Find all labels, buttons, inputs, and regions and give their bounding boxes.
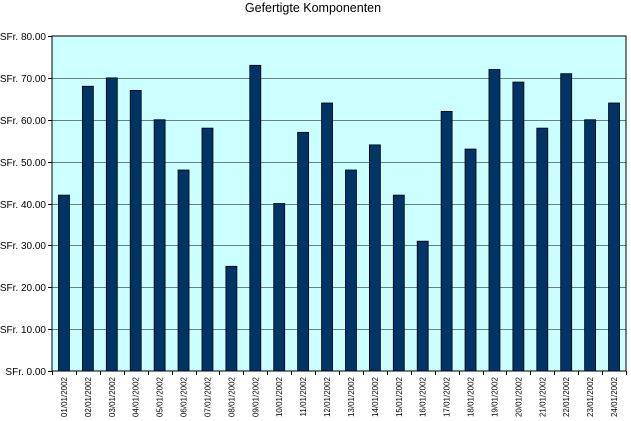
- x-tick-label: 15/01/2002: [395, 376, 404, 417]
- x-tick-label: 12/01/2002: [323, 376, 332, 417]
- bar: [153, 119, 166, 372]
- x-tick-label: 23/01/2002: [586, 376, 595, 417]
- bar: [392, 194, 405, 372]
- bars: [58, 64, 620, 372]
- axes: [52, 371, 627, 375]
- bar: [297, 131, 310, 372]
- x-tick-label: 08/01/2002: [227, 376, 236, 417]
- bar: [105, 77, 118, 372]
- bar: [58, 194, 70, 372]
- y-tick-label: SFr. 20.00: [0, 283, 46, 294]
- chart-title: Gefertigte Komponenten: [245, 1, 381, 15]
- x-tick-label: 10/01/2002: [275, 376, 284, 417]
- y-tick-label: SFr. 30.00: [0, 241, 46, 252]
- bar: [440, 110, 453, 372]
- bar: [536, 127, 549, 372]
- bar: [560, 73, 573, 372]
- bar: [177, 169, 190, 372]
- x-tick-label: 09/01/2002: [251, 376, 260, 417]
- bar: [225, 265, 238, 372]
- x-tick-label: 21/01/2002: [538, 376, 547, 417]
- bar: [464, 148, 477, 372]
- bar: [345, 169, 357, 372]
- x-tick-label: 17/01/2002: [443, 376, 452, 417]
- bar: [584, 119, 597, 372]
- x-tick-label: 03/01/2002: [108, 376, 117, 417]
- x-tick-label: 16/01/2002: [419, 376, 428, 417]
- bar: [416, 240, 429, 372]
- x-tick-label: 22/01/2002: [562, 376, 571, 417]
- bar: [321, 102, 333, 372]
- y-tick-label: SFr. 40.00: [0, 200, 46, 211]
- y-tick-label: SFr. 0.00: [5, 367, 46, 378]
- x-tick-label: 05/01/2002: [156, 376, 165, 417]
- bar: [201, 127, 214, 372]
- bar: [81, 85, 94, 372]
- x-tick-label: 13/01/2002: [347, 376, 356, 417]
- y-tick-label: SFr. 50.00: [0, 158, 46, 169]
- plot-area: [51, 35, 627, 372]
- y-tick-label: SFr. 80.00: [0, 32, 46, 43]
- y-tick-labels: SFr. 0.00 SFr. 10.00 SFr. 20.00 SFr. 30.00 S…: [0, 32, 46, 378]
- bar: [249, 64, 262, 372]
- bar: [273, 203, 286, 372]
- bar: [129, 90, 142, 372]
- x-tick-label: 20/01/2002: [514, 376, 523, 417]
- bar: [512, 81, 525, 372]
- x-tick-labels: 01/01/2002 02/01/2002 03/01/2002 04/01/2002…: [60, 376, 619, 417]
- x-tick-label: 18/01/2002: [467, 376, 476, 417]
- y-tick-label: SFr. 60.00: [0, 116, 46, 127]
- y-tick-label: SFr. 70.00: [0, 74, 46, 85]
- bar: [368, 144, 381, 372]
- x-tick-label: 11/01/2002: [299, 376, 308, 416]
- x-tick-label: 06/01/2002: [180, 376, 189, 417]
- x-tick-label: 04/01/2002: [132, 376, 141, 417]
- x-tick-label: 14/01/2002: [371, 376, 380, 417]
- x-tick-label: 01/01/2002: [60, 376, 69, 417]
- x-tick-label: 07/01/2002: [203, 376, 212, 417]
- bar: [608, 102, 620, 372]
- bar: [488, 69, 501, 372]
- gridlines: [48, 36, 626, 372]
- y-tick-label: SFr. 10.00: [0, 325, 46, 336]
- x-tick-label: 19/01/2002: [490, 376, 499, 417]
- x-tick-label: 24/01/2002: [610, 376, 619, 417]
- x-tick-label: 02/01/2002: [84, 376, 93, 417]
